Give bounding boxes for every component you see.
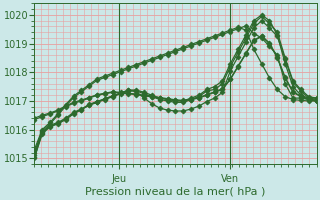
- X-axis label: Pression niveau de la mer( hPa ): Pression niveau de la mer( hPa ): [85, 187, 266, 197]
